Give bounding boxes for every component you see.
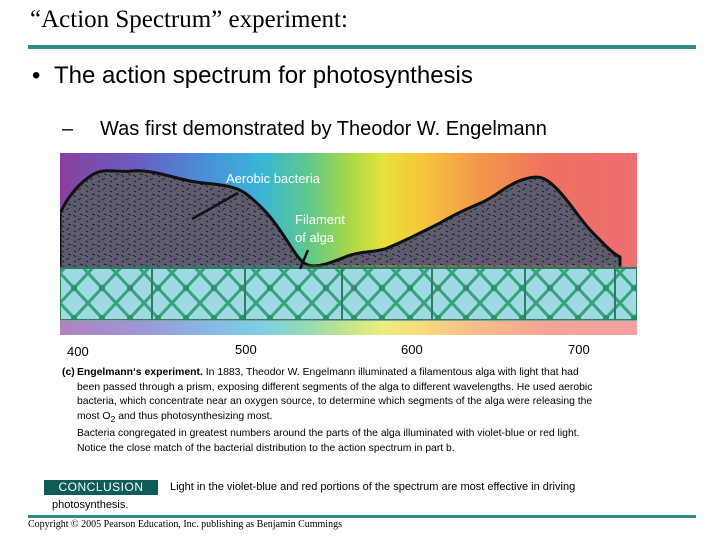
conclusion-text-continued: photosynthesis. — [52, 499, 129, 511]
wavelength-tick-500: 500 — [235, 342, 257, 357]
caption-line-5: Bacteria congregated in greatest numbers… — [77, 427, 580, 439]
title-divider — [28, 45, 696, 49]
wavelength-tick-700: 700 — [568, 342, 590, 357]
label-of-alga: of alga — [295, 230, 335, 245]
caption-title: Engelmann‘s experiment. — [77, 367, 203, 378]
dash-icon: – — [62, 118, 74, 140]
wavelength-tick-400: 400 — [67, 344, 89, 359]
figure-caption: (c) Engelmann‘s experiment. In 1883, The… — [62, 366, 682, 456]
engelmann-figure: Aerobic bacteria Filament of alga — [60, 153, 637, 335]
caption-body: Engelmann‘s experiment. In 1883, Theodor… — [62, 366, 682, 456]
caption-line-4: most O2 and thus photosynthesizing most. — [77, 411, 273, 425]
bullet-point: • The action spectrum for photosynthesis — [32, 62, 473, 90]
conclusion-badge: CONCLUSION — [44, 480, 158, 495]
caption-line-3: bacteria, which concentrate near an oxyg… — [77, 396, 593, 408]
label-filament: Filament — [295, 212, 345, 227]
footer-divider — [28, 515, 696, 518]
subscript-2: 2 — [110, 414, 116, 425]
caption-line-1: In 1883, Theodor W. Engelmann illuminate… — [202, 367, 579, 378]
bullet-icon: • — [32, 62, 41, 89]
wavelength-tick-600: 600 — [401, 342, 423, 357]
conclusion-text: Light in the violet-blue and red portion… — [170, 481, 576, 493]
spectrum-illustration — [60, 153, 637, 335]
caption-line-2: been passed through a prism, exposing di… — [77, 381, 593, 393]
caption-line-6: Notice the close match of the bacterial … — [77, 442, 455, 454]
sub-bullet-text: Was first demonstrated by Theodor W. Eng… — [100, 118, 547, 140]
bullet-text: The action spectrum for photosynthesis — [54, 62, 473, 89]
label-aerobic-bacteria: Aerobic bacteria — [226, 171, 320, 186]
slide-title: “Action Spectrum” experiment: — [30, 6, 348, 33]
copyright-notice: Copyright © 2005 Pearson Education, Inc.… — [28, 519, 342, 530]
sub-bullet: – Was first demonstrated by Theodor W. En… — [62, 118, 547, 141]
caption-part-label: (c) — [62, 367, 75, 378]
